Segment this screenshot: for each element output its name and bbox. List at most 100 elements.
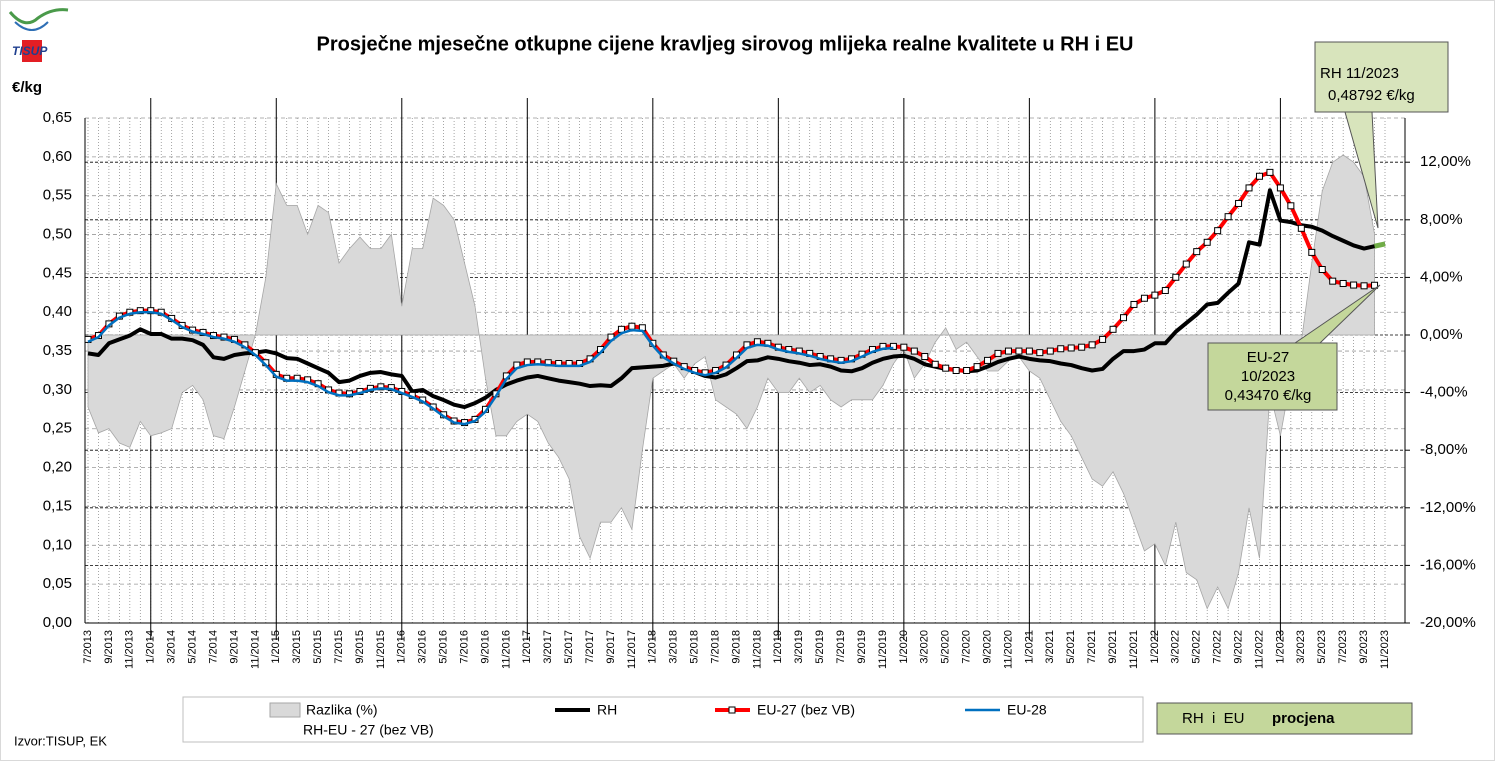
estimate-box <box>1156 702 1413 735</box>
x-tick-label: 3/2014 <box>166 630 178 664</box>
marker <box>1025 347 1033 355</box>
marker <box>942 364 950 372</box>
marker <box>910 347 918 355</box>
marker <box>1255 172 1263 180</box>
estimate-right: procjena <box>1272 710 1335 727</box>
callout-text: 10/2023 <box>1241 368 1295 385</box>
line <box>87 310 894 426</box>
x-tick-label: 1/2015 <box>270 630 282 664</box>
area <box>87 154 1375 610</box>
marker <box>1297 224 1305 232</box>
x-tick-label: 11/2015 <box>375 630 387 669</box>
x-tick-label: 7/2015 <box>333 630 345 664</box>
marker <box>1004 347 1012 355</box>
legend-swatch <box>269 702 301 718</box>
y-tick-label: 0,15 <box>43 497 72 514</box>
y-tick-label: 0,40 <box>43 303 72 320</box>
marker <box>1203 238 1211 246</box>
marker <box>1266 168 1274 176</box>
x-tick-label: 7/2021 <box>1086 630 1098 664</box>
y2-tick-label: 12,00% <box>1420 153 1471 170</box>
x-tick-label: 7/2023 <box>1337 630 1349 664</box>
y-tick-label: 0,25 <box>43 420 72 437</box>
x-tick-label: 1/2018 <box>647 630 659 664</box>
x-tick-label: 3/2019 <box>793 630 805 664</box>
x-tick-label: 7/2022 <box>1212 630 1224 664</box>
marker <box>1015 347 1023 355</box>
x-tick-label: 1/2014 <box>145 630 157 664</box>
x-tick-label: 5/2021 <box>1065 630 1077 664</box>
marker <box>1036 349 1044 357</box>
marker <box>1308 248 1316 256</box>
y2-tick-label: -16,00% <box>1420 556 1476 573</box>
x-tick-label: 11/2013 <box>124 630 136 669</box>
marker <box>1245 184 1253 192</box>
marker <box>1276 184 1284 192</box>
x-tick-label: 3/2023 <box>1295 630 1307 664</box>
x-tick-label: 3/2015 <box>291 630 303 664</box>
marker <box>973 363 981 371</box>
y2-tick-label: 8,00% <box>1420 211 1463 228</box>
y2-tick-label: 0,00% <box>1420 326 1463 343</box>
x-tick-label: 9/2017 <box>605 630 617 664</box>
marker <box>1182 260 1190 268</box>
x-tick-label: 11/2016 <box>500 630 512 669</box>
callout-box <box>1314 41 1449 113</box>
x-tick-label: 1/2016 <box>396 630 408 664</box>
marker <box>1151 291 1159 299</box>
x-tick-label: 9/2015 <box>354 630 366 664</box>
marker <box>1161 286 1169 294</box>
callout-text: EU-27 <box>1247 349 1290 366</box>
x-tick-label: 5/2018 <box>689 630 701 664</box>
marker <box>900 343 908 351</box>
marker <box>1078 343 1086 351</box>
legend-box <box>182 696 1144 743</box>
marker <box>147 307 155 315</box>
marker <box>1193 248 1201 256</box>
logo-block <box>22 40 42 62</box>
x-tick-label: 7/2018 <box>709 630 721 664</box>
x-tick-label: 7/2016 <box>458 630 470 664</box>
x-tick-label: 1/2022 <box>1149 630 1161 664</box>
x-tick-label: 1/2023 <box>1274 630 1286 664</box>
marker <box>628 322 636 330</box>
x-tick-label: 3/2017 <box>542 630 554 664</box>
legend-label: Razlika (%) <box>306 702 378 718</box>
y-tick-label: 0,30 <box>43 381 72 398</box>
marker <box>1057 345 1065 353</box>
marker <box>1235 199 1243 207</box>
logo-text: TISUP <box>12 44 48 58</box>
y-tick-label: 0,00 <box>43 614 72 631</box>
x-tick-label: 11/2014 <box>249 630 261 669</box>
y2-tick-label: -20,00% <box>1420 614 1476 631</box>
marker <box>984 356 992 364</box>
marker <box>1329 277 1337 285</box>
line <box>87 170 1375 425</box>
callout-box <box>1207 342 1338 411</box>
y-tick-label: 0,35 <box>43 342 72 359</box>
x-tick-label: 9/2016 <box>479 630 491 664</box>
x-tick-label: 9/2018 <box>730 630 742 664</box>
x-tick-label: 9/2020 <box>981 630 993 664</box>
x-tick-label: 3/2018 <box>668 630 680 664</box>
x-tick-label: 3/2020 <box>919 630 931 664</box>
legend-label: EU-28 <box>1007 702 1047 718</box>
x-tick-label: 7/2019 <box>835 630 847 664</box>
logo-swoosh <box>14 21 49 31</box>
x-tick-label: 1/2021 <box>1023 630 1035 664</box>
y-tick-label: 0,05 <box>43 575 72 592</box>
x-tick-label: 7/2020 <box>961 630 973 664</box>
estimate-line <box>1374 241 1386 249</box>
x-tick-label: 5/2019 <box>814 630 826 664</box>
x-tick-label: 5/2015 <box>312 630 324 664</box>
y2-tick-label: -8,00% <box>1420 441 1468 458</box>
callout-text: RH 11/2023 <box>1320 65 1399 82</box>
marker <box>1339 279 1347 287</box>
x-tick-label: 11/2020 <box>1002 630 1014 669</box>
x-tick-label: 11/2017 <box>626 630 638 669</box>
x-tick-label: 3/2016 <box>417 630 429 664</box>
x-tick-label: 5/2017 <box>563 630 575 664</box>
marker <box>994 349 1002 357</box>
marker <box>1099 335 1107 343</box>
